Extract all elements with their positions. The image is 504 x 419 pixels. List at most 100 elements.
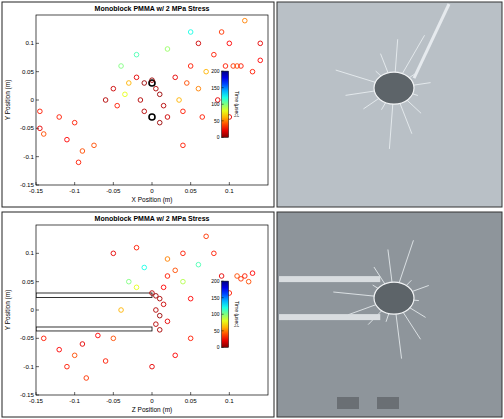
data-point	[154, 322, 159, 327]
data-point	[188, 30, 193, 35]
colorbar-tick	[222, 347, 224, 348]
colorbar-tick-label: 150	[211, 85, 220, 91]
data-point	[157, 92, 162, 97]
data-point	[127, 81, 132, 86]
data-point	[111, 336, 116, 341]
data-point	[65, 364, 70, 369]
data-point	[165, 274, 170, 279]
y-tick-label: -0.15	[20, 181, 35, 188]
colorbar	[222, 281, 229, 347]
data-point	[157, 120, 162, 125]
colorbar	[222, 71, 229, 137]
data-point	[103, 98, 108, 103]
data-point	[185, 81, 190, 86]
data-point	[150, 364, 155, 369]
y-tick	[36, 253, 39, 254]
figure: Monoblock PMMA w/ 2 MPa Stress-0.15-0.1-…	[0, 0, 504, 419]
x-tick-label: -0.15	[29, 397, 44, 404]
data-point	[134, 52, 139, 57]
data-point	[188, 64, 193, 69]
photo	[277, 212, 502, 417]
borehole	[36, 327, 152, 331]
x-tick-label: -0.05	[106, 187, 121, 194]
data-point	[223, 64, 228, 69]
x-tick-label: 0	[150, 187, 154, 194]
y-tick	[36, 156, 39, 157]
crack	[414, 4, 449, 78]
data-point	[204, 69, 209, 74]
x-tick-label: 0.1	[225, 187, 234, 194]
data-point	[65, 137, 70, 142]
y-tick-label: 0.05	[22, 68, 35, 75]
y-tick-label: -0.05	[20, 334, 35, 341]
y-tick	[36, 338, 39, 339]
x-tick	[113, 182, 114, 185]
data-group	[38, 18, 263, 164]
data-point	[92, 143, 97, 148]
data-point	[41, 336, 46, 341]
y-tick-label: 0	[31, 96, 35, 103]
data-group	[36, 234, 255, 380]
data-point	[134, 285, 139, 290]
borehole	[36, 293, 152, 298]
x-tick-label: -0.05	[106, 397, 121, 404]
data-point	[157, 328, 162, 333]
data-point	[38, 126, 43, 131]
borehole-photo	[279, 314, 380, 320]
x-tick	[190, 182, 191, 185]
photo-background	[277, 2, 502, 207]
y-tick	[36, 281, 39, 282]
data-point	[134, 245, 139, 250]
y-tick	[36, 366, 39, 367]
y-tick	[36, 71, 39, 72]
data-point	[76, 160, 81, 165]
data-point	[181, 109, 186, 114]
x-tick	[36, 392, 37, 395]
data-point	[243, 274, 248, 279]
data-point	[239, 64, 244, 69]
data-point	[219, 30, 224, 35]
x-tick	[74, 392, 75, 395]
data-point	[96, 333, 101, 338]
colorbar-tick-label: 50	[214, 118, 220, 124]
data-point	[142, 81, 147, 86]
colorbar-tick-label: 200	[211, 68, 220, 74]
data-point	[134, 75, 139, 80]
data-point	[165, 47, 170, 52]
data-point	[181, 279, 186, 284]
x-tick	[152, 182, 153, 185]
data-point	[157, 313, 162, 318]
data-point	[161, 285, 166, 290]
data-point	[80, 149, 85, 154]
colorbar-tick-label: 50	[214, 328, 220, 334]
x-tick	[229, 392, 230, 395]
data-point	[200, 115, 205, 120]
data-point	[173, 268, 178, 273]
data-point	[181, 143, 186, 148]
colorbar-tick	[222, 87, 224, 88]
panel-border	[2, 212, 274, 417]
data-point	[204, 234, 209, 239]
y-tick-label: 0.1	[25, 39, 34, 46]
data-point	[258, 41, 263, 46]
data-point	[188, 296, 193, 301]
x-tick	[113, 392, 114, 395]
colorbar-tick	[222, 104, 224, 105]
data-point	[57, 347, 62, 352]
x-tick-label: -0.1	[69, 187, 80, 194]
y-axis-title: Y Position (m)	[4, 290, 12, 331]
y-tick	[36, 395, 39, 396]
data-point	[246, 279, 251, 284]
data-point	[115, 103, 120, 108]
data-point	[227, 41, 232, 46]
data-point	[84, 376, 89, 381]
colorbar-label: Time (µsec)	[234, 301, 240, 328]
x-tick-label: 0.1	[225, 397, 234, 404]
y-tick	[36, 100, 39, 101]
data-point	[138, 98, 143, 103]
data-point	[111, 86, 116, 91]
data-point	[154, 308, 159, 313]
y-axis-title: Y Position (m)	[4, 80, 12, 121]
data-point	[119, 64, 124, 69]
y-tick-label: -0.1	[23, 363, 34, 370]
